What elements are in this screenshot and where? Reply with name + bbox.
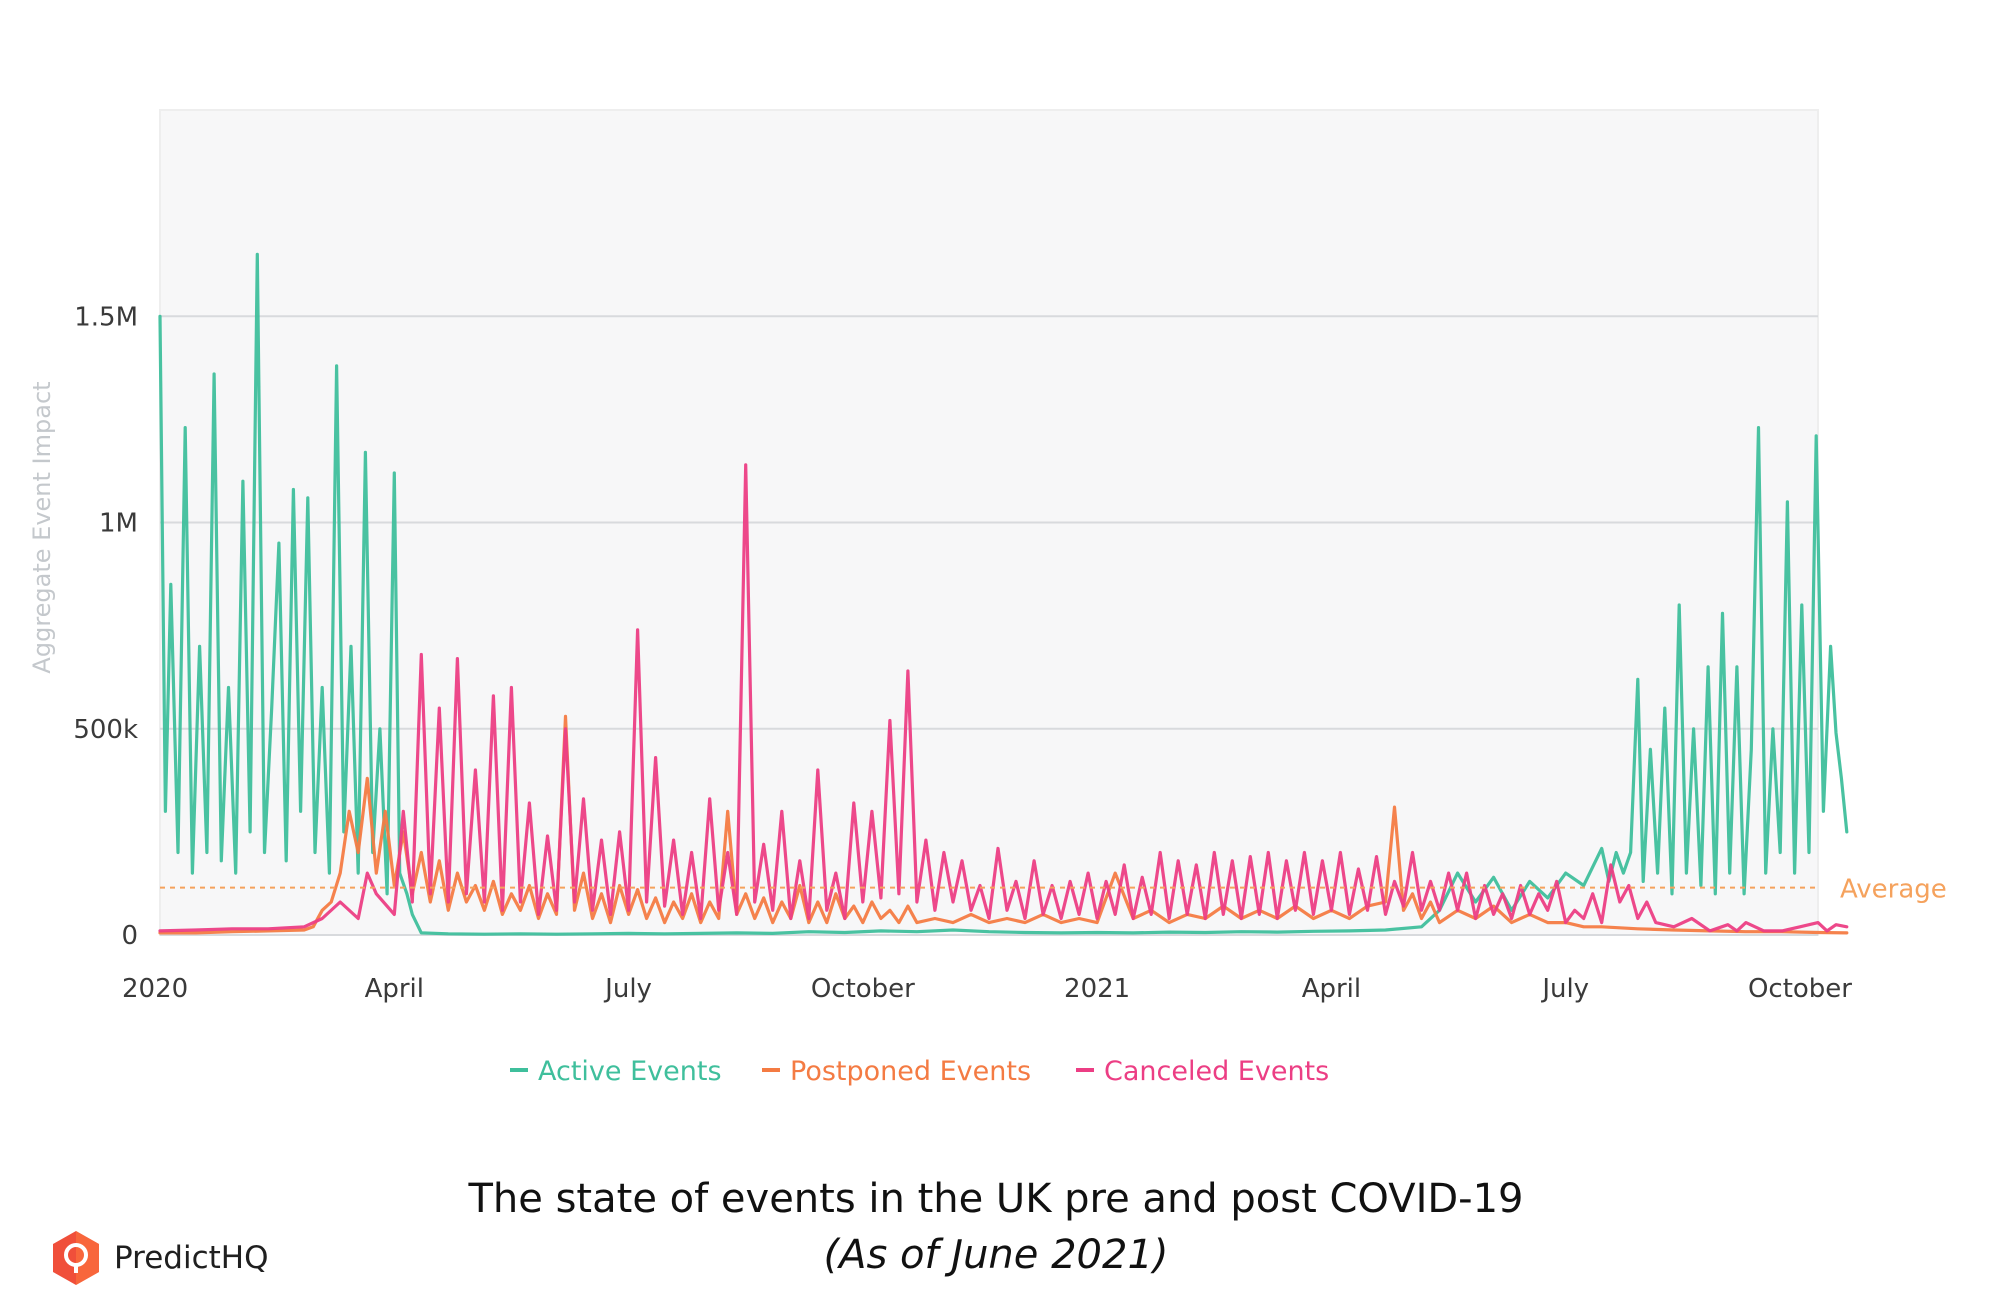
postponed-events-line bbox=[158, 714, 1849, 935]
chart-caption-subtitle: (As of June 2021) bbox=[823, 1232, 1169, 1278]
legend-label: Canceled Events bbox=[1104, 1056, 1329, 1087]
canceled-events-line bbox=[158, 463, 1849, 933]
x-tick-label: 2021 bbox=[1064, 974, 1130, 1004]
brand-name: PredictHQ bbox=[114, 1240, 269, 1276]
series-lines bbox=[158, 252, 1849, 936]
x-tick-label: 2020 bbox=[122, 974, 188, 1004]
chart-caption-title: The state of events in the UK pre and po… bbox=[468, 1176, 1524, 1222]
y-tick-label: 1.5M bbox=[74, 302, 138, 332]
y-axis-label: Aggregate Event Impact bbox=[28, 381, 56, 673]
x-axis-ticks: 2020 April July October 2021 April July October bbox=[122, 974, 1852, 1004]
x-tick-label: October bbox=[1748, 974, 1852, 1004]
legend-label: Active Events bbox=[538, 1056, 722, 1087]
x-tick-label: April bbox=[1302, 974, 1361, 1004]
legend-item: Active Events bbox=[510, 1056, 722, 1087]
average-line-group: Average bbox=[160, 875, 1947, 905]
brand: PredictHQ bbox=[50, 1228, 269, 1288]
y-tick-label: 500k bbox=[73, 715, 138, 745]
x-tick-label: October bbox=[811, 974, 915, 1004]
average-label: Average bbox=[1840, 875, 1947, 905]
legend-label: Postponed Events bbox=[790, 1056, 1031, 1087]
legend-item: Postponed Events bbox=[762, 1056, 1031, 1087]
active-events-line bbox=[158, 252, 1849, 936]
x-tick-label: July bbox=[603, 974, 652, 1004]
y-tick-label: 1M bbox=[99, 509, 138, 539]
x-tick-label: July bbox=[1540, 974, 1589, 1004]
legend: Active Events Postponed Events Canceled Ev… bbox=[510, 1056, 1329, 1087]
predicthq-logo-icon bbox=[53, 1231, 99, 1285]
x-tick-label: April bbox=[365, 974, 424, 1004]
legend-item: Canceled Events bbox=[1076, 1056, 1329, 1087]
y-axis-ticks: 0 500k 1M 1.5M bbox=[73, 302, 138, 951]
gridlines bbox=[160, 315, 1818, 936]
y-tick-label: 0 bbox=[121, 921, 138, 951]
